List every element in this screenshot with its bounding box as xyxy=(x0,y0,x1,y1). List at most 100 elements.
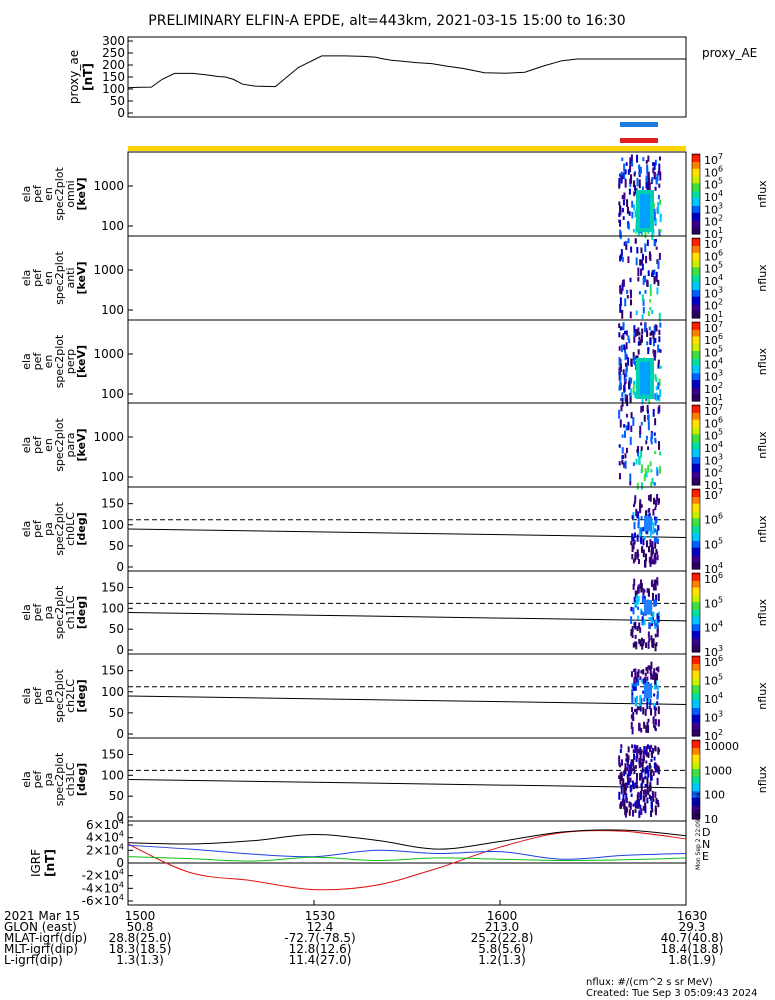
spectrogram-pixel xyxy=(655,594,658,601)
colorbar-tick-label: 103 xyxy=(704,201,723,216)
panel-tick-label: 50 xyxy=(109,706,124,720)
panel-ylabel-line: [deg] xyxy=(75,596,88,629)
spectrogram-pixel xyxy=(652,522,655,527)
panel-ylabel-line: ch3LC xyxy=(64,762,77,796)
spectrogram-pixel xyxy=(628,809,631,816)
colorbar-tick-label: 102 xyxy=(704,728,723,743)
colorbar-tick-label: 105 xyxy=(704,261,723,276)
panel-tick-label: 150 xyxy=(101,581,124,595)
spectrogram-pixel xyxy=(637,327,640,335)
spectrogram-pixel xyxy=(656,577,659,581)
colorbar-segment xyxy=(692,339,700,342)
spectrogram-pixel xyxy=(634,185,637,191)
spectrogram-pixel xyxy=(645,745,648,753)
spectrogram-pixel xyxy=(655,275,658,282)
spectrogram-pixel xyxy=(638,527,641,535)
spectrogram-pixel xyxy=(654,240,657,247)
spectrogram-pixel xyxy=(641,642,644,650)
colorbar-segment xyxy=(692,646,700,649)
colorbar-segment xyxy=(692,274,700,276)
colorbar-segment xyxy=(692,433,700,435)
colorbar-segment xyxy=(692,696,700,698)
spectrogram-pixel xyxy=(650,673,653,680)
panel-ylabel-line: en xyxy=(42,187,55,201)
spectrogram-pixel xyxy=(648,794,651,800)
colorbar-segment xyxy=(692,780,700,783)
spectrogram-pixel xyxy=(630,425,633,432)
spectrogram-pixel xyxy=(630,541,633,546)
spectrogram-pixel xyxy=(657,765,660,774)
colorbar-segment xyxy=(692,242,700,244)
spectrogram-pixel xyxy=(627,770,630,777)
spectrogram-pixel xyxy=(618,346,621,351)
spectrogram-pixel xyxy=(644,468,647,475)
colorbar-segment xyxy=(692,350,700,353)
loss-cone-solid xyxy=(127,528,687,538)
colorbar-segment xyxy=(692,425,700,427)
spectrogram-pixel xyxy=(645,255,648,264)
colorbar-segment xyxy=(692,465,700,467)
colorbar-segment xyxy=(692,417,700,419)
colorbar-segment xyxy=(692,162,700,164)
colorbar-segment xyxy=(692,372,700,374)
panel-ylabel-line: ch0LC xyxy=(64,512,77,546)
ephemeris-value: 28.8(25.0) xyxy=(109,931,172,945)
spectrogram-pixel xyxy=(659,199,662,206)
colorbar-segment xyxy=(692,797,700,800)
panel-ylabel-line: [keV] xyxy=(75,428,88,461)
panel-ylabel-line: pef xyxy=(31,519,44,538)
colorbar-segment xyxy=(692,414,700,417)
colorbar-segment xyxy=(692,347,700,349)
spectrogram-pixel xyxy=(631,744,634,749)
ephemeris-value: 25.2(22.8) xyxy=(471,931,534,945)
colorbar-segment xyxy=(692,430,700,433)
loss-cone-solid xyxy=(127,695,687,705)
spectrogram-pixel xyxy=(641,758,644,765)
spectrogram-pixel xyxy=(655,667,658,671)
spectrogram-pixel xyxy=(627,756,630,763)
colorbar-segment xyxy=(692,763,700,766)
colorbar-segment xyxy=(692,156,700,159)
colorbar-tick-label: 102 xyxy=(704,465,723,480)
colorbar-segment xyxy=(692,665,700,668)
spectrogram-pixel xyxy=(618,219,621,223)
spectrogram-pixel xyxy=(644,805,647,814)
colorbar-segment xyxy=(692,533,700,535)
colorbar-segment xyxy=(692,493,700,495)
spectrogram-pixel xyxy=(652,793,655,800)
spectrogram-pixel xyxy=(621,157,624,161)
spectrogram-core xyxy=(644,516,652,532)
spectrogram-pixel xyxy=(644,783,647,788)
panel-ylabel-line: en xyxy=(42,355,55,369)
colorbar-segment xyxy=(692,370,700,373)
colorbar-segment xyxy=(692,521,700,523)
spectrogram-pixel xyxy=(632,542,635,550)
spectrogram-pixel xyxy=(621,194,624,200)
colorbar-segment xyxy=(692,426,700,429)
colorbar-segment xyxy=(692,212,700,215)
spectrogram-pixel xyxy=(634,747,637,753)
spectrogram-pixel xyxy=(653,211,656,221)
spectrogram-pixel xyxy=(657,194,660,200)
colorbar-segment xyxy=(692,461,700,463)
spectrogram-pixel xyxy=(646,588,649,593)
spectrogram-pixel xyxy=(648,326,651,331)
spectrogram-pixel xyxy=(654,338,657,343)
spectrogram-pixel xyxy=(643,697,646,702)
spectrogram-pixel xyxy=(620,744,623,749)
colorbar-segment xyxy=(692,373,700,376)
colorbar-segment xyxy=(692,405,700,407)
spectrogram-pixel xyxy=(653,704,656,710)
spectrogram-pixel xyxy=(633,501,636,505)
colorbar-segment xyxy=(692,267,700,270)
colorbar-segment xyxy=(692,718,700,721)
spectrogram-pixel xyxy=(623,462,626,468)
spectrogram-pixel xyxy=(641,395,644,405)
colorbar-segment xyxy=(692,611,700,614)
spectrogram-pixel xyxy=(650,330,653,336)
ephemeris-value: 40.7(40.8) xyxy=(661,931,724,945)
spectrogram-pixel xyxy=(632,536,635,542)
colorbar-segment xyxy=(692,495,700,498)
spectrogram-pixel xyxy=(642,755,645,761)
colorbar-segment xyxy=(692,244,700,247)
